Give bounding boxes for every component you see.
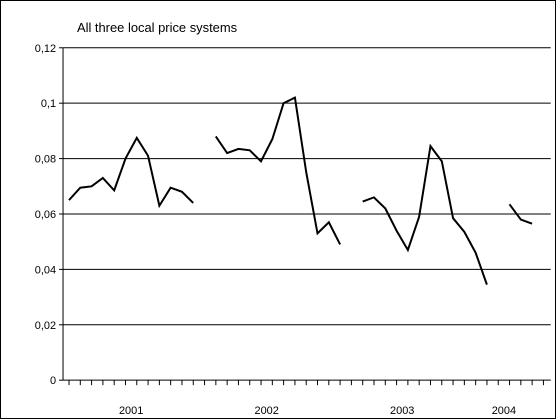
series-line-segment: [68, 135, 194, 209]
y-tick-label: 0,04: [35, 264, 56, 276]
y-tick-label: 0,1: [41, 98, 56, 110]
x-tick-label: 2004: [492, 405, 516, 417]
y-tick-label: 0,08: [35, 154, 56, 166]
x-tick-label: 2003: [390, 405, 414, 417]
series-line: [68, 96, 533, 285]
series-line-segment: [508, 203, 533, 225]
series-line-segment: [214, 96, 341, 245]
y-tick-label: 0,06: [35, 209, 56, 221]
gridlines: [63, 47, 551, 326]
chart-title: All three local price systems: [77, 20, 237, 35]
y-tick-label: 0,02: [35, 320, 56, 332]
x-tick-label: 2001: [119, 405, 143, 417]
y-tick-label: 0: [50, 375, 56, 387]
y-axis: 0 0,02 0,04 0,06 0,08 0,1 0,12: [35, 43, 64, 387]
x-tick-label: 2002: [255, 405, 279, 417]
y-tick-label: 0,12: [35, 43, 56, 55]
series-line-segment: [362, 143, 488, 285]
x-axis: 2001 2002 2003 2004: [63, 379, 551, 417]
